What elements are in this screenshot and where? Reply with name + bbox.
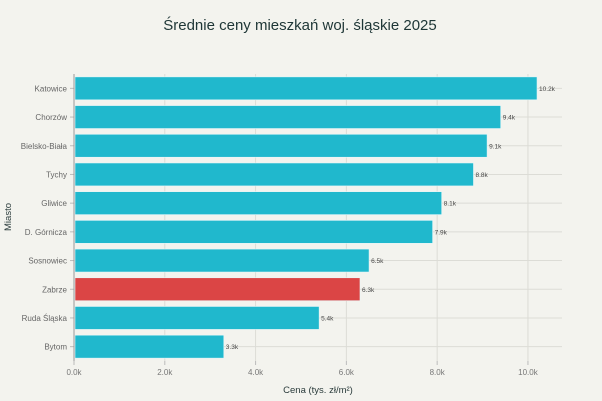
category-label: Zabrze — [42, 285, 67, 294]
bar-value-label: 3.3k — [226, 344, 239, 351]
x-tick-label: 2.0k — [157, 368, 173, 377]
x-tick-label: 6.0k — [339, 368, 355, 377]
y-axis-title: Miasto — [3, 203, 14, 231]
category-label: Bytom — [44, 343, 67, 352]
bar-zabrze — [74, 277, 361, 302]
bar-value-label: 8.1k — [444, 201, 457, 208]
x-tick-label: 0.0k — [66, 368, 82, 377]
bar-tychy — [74, 162, 474, 187]
x-tick-label: 10.0k — [518, 368, 539, 377]
category-label: Ruda Śląska — [22, 314, 68, 323]
bar-value-label: 7.9k — [435, 229, 448, 236]
bar-chorzów — [74, 105, 502, 129]
chart-title: Średnie ceny mieszkań woj. śląskie 2025 — [163, 16, 436, 34]
bar-d-górnicza — [74, 220, 433, 244]
category-label: Gliwice — [41, 199, 67, 208]
category-label: Bielsko-Biała — [21, 142, 68, 151]
bar-ruda-śląska — [74, 306, 320, 330]
x-axis-title: Cena (tys. zł/m²) — [283, 385, 353, 396]
label-layer: 0.0k 2.0k 4.0k 6.0k 8.0k 10.0k Katowice 10.2k Ch… — [21, 84, 556, 377]
category-label: D. Górnicza — [25, 228, 68, 237]
category-label: Sosnowiec — [28, 257, 67, 266]
bar-value-label: 9.4k — [503, 115, 516, 122]
bar-sosnowiec — [74, 248, 370, 273]
x-tick-label: 8.0k — [430, 368, 446, 377]
bar-value-label: 6.5k — [371, 258, 384, 265]
category-label: Chorzów — [35, 113, 67, 122]
bar-value-label: 9.1k — [489, 143, 502, 150]
bar-value-label: 5.4k — [321, 315, 334, 322]
bar-gliwice — [74, 191, 443, 215]
bar-value-label: 10.2k — [539, 86, 556, 93]
bar-bielsko-biała — [74, 133, 488, 158]
bar-bytom — [74, 334, 225, 359]
category-label: Katowice — [35, 84, 68, 93]
bar-value-label: 8.8k — [475, 172, 488, 179]
x-tick-label: 4.0k — [248, 368, 264, 377]
category-label: Tychy — [46, 170, 67, 179]
bar-katowice — [74, 76, 538, 101]
bar-layer — [74, 76, 538, 359]
bar-value-label: 6.3k — [362, 287, 375, 294]
